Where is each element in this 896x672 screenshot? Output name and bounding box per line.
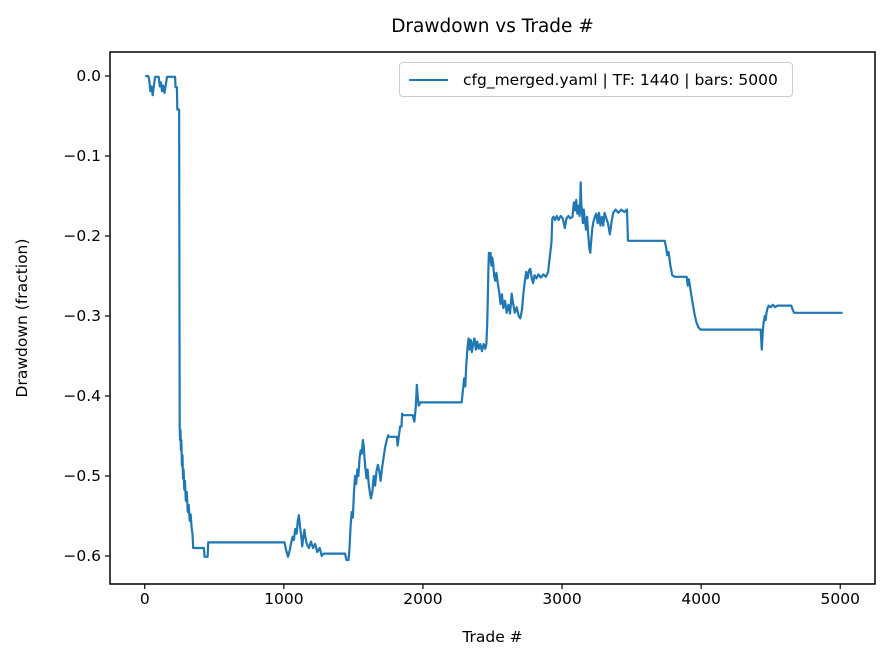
x-tick-label: 1000 <box>264 590 303 608</box>
y-tick-label: 0.0 <box>76 67 101 85</box>
x-tick-label: 5000 <box>821 590 860 608</box>
chart-title: Drawdown vs Trade # <box>391 16 594 37</box>
x-tick-label: 0 <box>140 590 150 608</box>
y-tick-label: −0.5 <box>63 467 101 485</box>
legend-label: cfg_merged.yaml | TF: 1440 | bars: 5000 <box>463 70 778 89</box>
y-tick-label: −0.2 <box>63 227 101 245</box>
y-axis-label: Drawdown (fraction) <box>13 238 31 398</box>
drawdown-series-line <box>145 74 843 562</box>
x-tick-label: 2000 <box>403 590 442 608</box>
y-tick-label: −0.6 <box>63 547 101 565</box>
y-tick-label: −0.3 <box>63 307 101 325</box>
x-tick-label: 4000 <box>681 590 720 608</box>
plot-border <box>109 51 876 585</box>
legend-line-sample <box>409 78 448 81</box>
y-tick-label: −0.4 <box>63 387 101 405</box>
x-axis-label: Trade # <box>462 628 523 646</box>
legend: cfg_merged.yaml | TF: 1440 | bars: 5000 <box>399 62 793 97</box>
y-tick-label: −0.1 <box>63 147 101 165</box>
x-tick-label: 3000 <box>542 590 581 608</box>
